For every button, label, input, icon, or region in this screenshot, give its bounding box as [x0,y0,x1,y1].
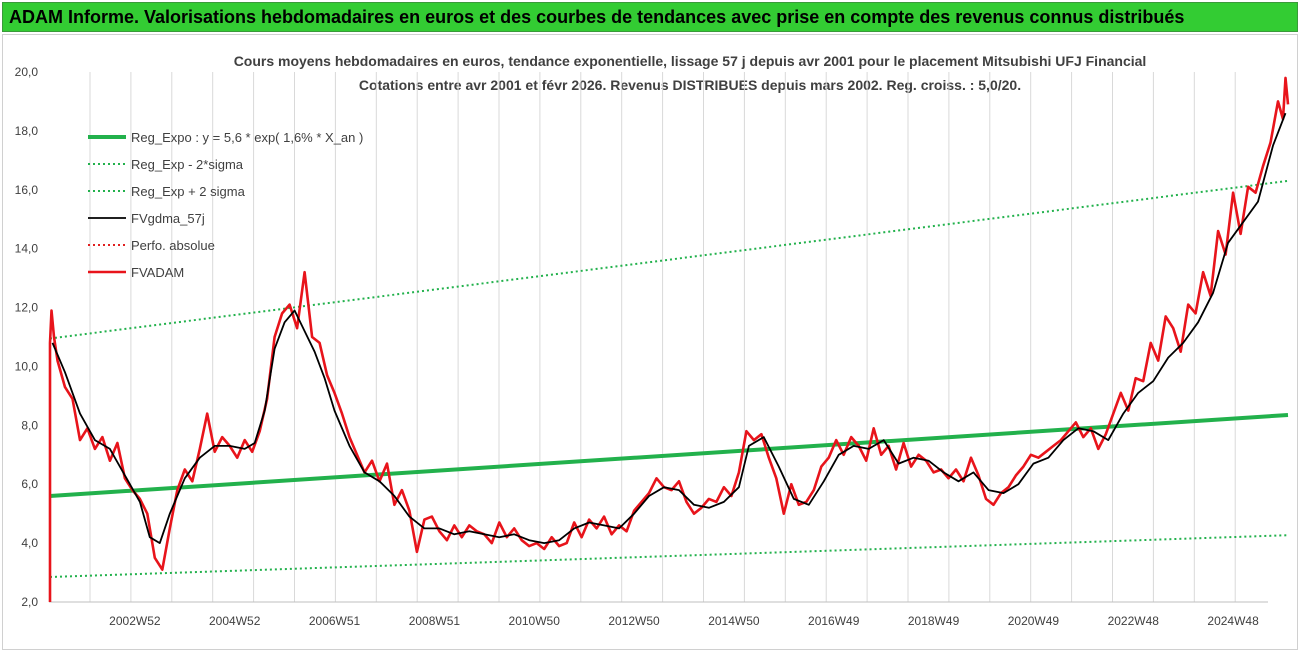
legend-label: FVgdma_57j [131,211,205,226]
y-tick-label: 10,0 [15,359,39,373]
legend-label: Reg_Expo : y = 5,6 * exp( 1,6% * X_an ) [131,130,363,145]
y-tick-label: 18,0 [15,124,39,138]
x-tick-label: 2010W50 [509,614,561,628]
x-axis: 2002W52 2004W52 2006W51 2008W51 2010W50 2012W… [49,601,1268,628]
y-tick-label: 16,0 [15,183,39,197]
y-tick-label: 8,0 [21,418,38,432]
x-tick-label: 2006W51 [309,614,361,628]
chart-legend: Reg_Expo : y = 5,6 * exp( 1,6% * X_an ) R… [88,130,363,280]
x-tick-label: 2016W49 [808,614,860,628]
chart-title: Cours moyens hebdomadaires en euros, ten… [233,53,1147,69]
y-tick-label: 20,0 [15,65,39,79]
chart-series [48,76,1290,602]
x-tick-label: 2012W50 [608,614,660,628]
x-tick-label: 2004W52 [209,614,261,628]
gridlines [89,72,1236,602]
y-tick-label: 2,0 [21,595,38,609]
report-banner-title: ADAM Informe. Valorisations hebdomadaire… [9,7,1185,27]
legend-label: Perfo. absolue [131,238,215,253]
chart-frame [2,34,1298,650]
chart-subtitle: Cotations entre avr 2001 et févr 2026. R… [358,77,1022,93]
series-line-3 [51,112,1287,544]
report-banner: ADAM Informe. Valorisations hebdomadaire… [2,2,1298,32]
x-tick-label: 2002W52 [109,614,161,628]
x-tick-label: 2014W50 [708,614,760,628]
y-tick-label: 12,0 [15,301,39,315]
legend-label: FVADAM [131,265,184,280]
y-axis: 2,0 4,0 6,0 8,0 10,0 12,0 14,0 16,0 18,0 20,0 [15,65,39,609]
x-tick-label: 2008W51 [409,614,461,628]
x-tick-label: 2022W48 [1108,614,1160,628]
y-tick-label: 4,0 [21,536,38,550]
x-tick-label: 2020W49 [1008,614,1060,628]
x-tick-label: 2024W48 [1207,614,1259,628]
series-line-1 [49,534,1289,578]
legend-label: Reg_Exp + 2 sigma [131,184,246,199]
y-tick-label: 6,0 [21,477,38,491]
series-line-2 [49,179,1289,340]
legend-label: Reg_Exp - 2*sigma [131,157,244,172]
x-tick-label: 2018W49 [908,614,960,628]
y-tick-label: 14,0 [15,242,39,256]
